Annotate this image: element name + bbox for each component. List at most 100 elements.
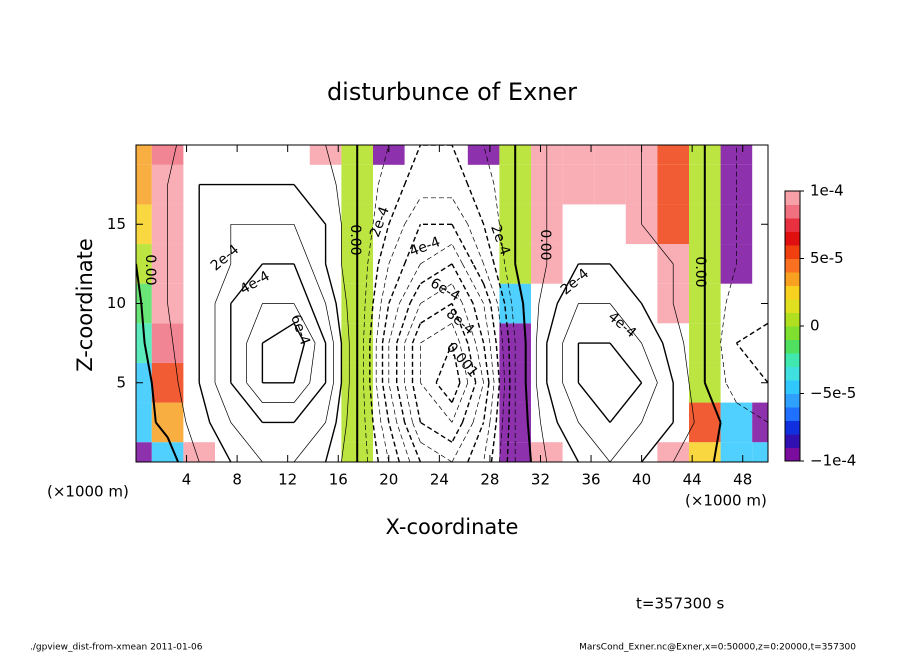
shade-cell [562,164,595,205]
x-tick-label: 20 [379,471,398,489]
x-tick-label: 36 [581,471,600,489]
x-tick-label: 16 [329,471,348,489]
x-tick-label: 40 [632,471,651,489]
contour-line [435,342,461,404]
shade-cell [720,145,753,165]
contour-line [404,283,484,462]
colorbar-swatch [785,407,800,421]
colorbar-tick-label: 0 [810,317,820,335]
time-label: t=357300 s [636,595,724,613]
x-unit-label: (×1000 m) [685,492,767,510]
shade-cell [136,204,152,245]
colorbar-tick-label: −1e-4 [810,452,856,470]
contour-line [167,145,695,462]
contour-label: 6e-4 [287,312,313,347]
colorbar-swatch [785,258,800,273]
contour-line [420,323,469,423]
y-tick-label: 15 [107,215,126,233]
shade-cell [309,145,342,165]
footer-left: ./gpview_dist-from-xmean 2011-01-06 [30,643,203,653]
x-tick-label: 28 [480,471,499,489]
y-tick-label: 10 [107,294,126,312]
shade-cell [657,164,689,205]
shade-cell [562,145,595,165]
y-axis-label: Z-coordinate [73,238,97,372]
shade-cell [594,164,626,205]
colorbar-swatch [785,447,800,462]
x-tick-label: 32 [531,471,550,489]
shade-cell [151,362,184,403]
colorbar-swatch [785,420,800,435]
shade-cell [151,402,184,443]
contour-line [230,263,643,424]
colorbar-swatch [785,339,800,354]
contour-line [261,322,306,384]
y-tick-label: 5 [116,373,126,391]
contour-line [375,197,506,462]
contour-line [136,145,722,462]
colorbar-swatch [785,393,800,408]
x-axis-label: X-coordinate [386,515,519,539]
shade-cell [151,323,184,363]
colorbar-tick-label: −5e-5 [810,384,856,402]
contour-label: 0.00 [692,256,708,287]
contour-line [388,243,495,462]
contour-line [369,145,768,462]
shade-cell [752,442,768,462]
shade-cell [136,442,152,462]
shade-cell [657,204,689,245]
contour-line [198,183,674,462]
shade-cell [689,442,721,462]
shade-cell [136,362,152,403]
contour-label: 0.00 [537,229,553,260]
contour-line [363,145,768,462]
colorbar-swatch [785,434,800,448]
x-unit-label: (×1000 m) [47,483,129,501]
shade-cell [151,442,184,462]
contour-label: 0.00 [142,254,158,285]
x-tick-label: 48 [733,471,752,489]
colorbar-tick-label: 1e-4 [810,182,844,200]
colorbar-swatch [785,326,800,340]
colorbar-swatch [785,285,800,300]
shade-cell [657,145,689,165]
contour-label: 8e-4 [443,306,477,339]
shade-cell [720,442,753,462]
shade-cell [373,145,405,165]
colorbar-swatch [785,191,800,205]
contour-line [381,223,501,462]
x-tick-label: 4 [182,471,192,489]
colorbar-swatch [785,312,800,327]
field [136,145,768,462]
shade-cell [136,402,152,443]
x-tick-label: 24 [430,471,449,489]
contour-line [246,303,316,403]
contour-label: 0.001 [443,340,481,381]
shade-cell [136,145,152,165]
x-tick-label: 44 [683,471,702,489]
shade-cell [467,145,500,165]
contour-label: 2e-4 [558,266,592,299]
footer-right: MarsCond_Exner.nc@Exner,x=0:50000,z=0:20… [579,643,856,653]
colorbar-swatch [785,353,800,367]
colorbar-swatch [785,245,800,259]
contour-label: 4e-4 [407,234,442,260]
colorbar-swatch [785,380,800,394]
shade-cell [594,145,626,165]
chart-title: disturbunce of Exner [327,78,577,106]
colorbar-swatch [785,272,800,286]
shade-cell [657,442,689,462]
colorbar-swatch [785,218,800,232]
contour-line [396,263,490,462]
x-tick-label: 12 [278,471,297,489]
shade-cell [151,145,184,165]
shade-cell [752,402,768,443]
shade-cell [136,164,152,205]
colorbar-swatch [785,231,800,246]
colorbar-swatch [785,366,800,381]
x-tick-label: 8 [232,471,242,489]
contour-line [214,223,658,462]
contour-line [411,302,477,443]
shade-cell [136,244,152,284]
